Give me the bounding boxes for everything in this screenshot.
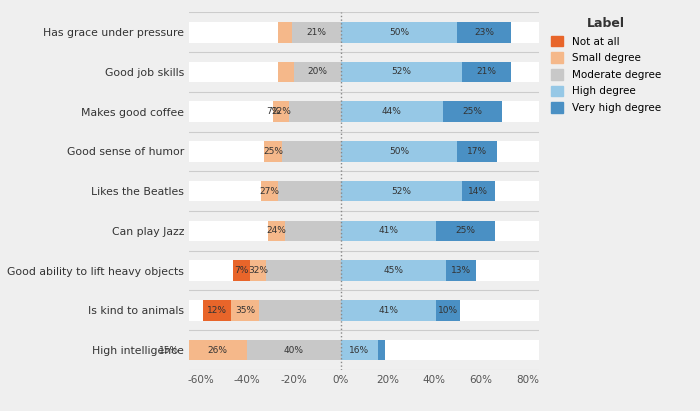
Text: 7%: 7% [234,266,248,275]
Bar [189,340,539,360]
Bar [341,260,446,281]
Bar [233,260,250,281]
Text: 25%: 25% [463,107,482,116]
Bar [457,141,497,162]
Text: 40%: 40% [284,346,304,355]
Bar [341,141,457,162]
Bar [341,300,436,321]
Bar [203,300,231,321]
Text: 12%: 12% [207,306,227,315]
Text: 41%: 41% [379,306,398,315]
Text: 32%: 32% [248,266,268,275]
Text: 17%: 17% [467,147,487,156]
Bar [341,221,436,241]
Text: 52%: 52% [391,187,412,196]
Text: 35%: 35% [235,306,255,315]
Bar [341,181,462,201]
Bar [462,62,511,82]
Text: 27%: 27% [260,187,279,196]
Bar [282,141,341,162]
Bar [278,181,341,201]
Text: 50%: 50% [389,147,409,156]
Text: 50%: 50% [389,28,409,37]
Bar [462,181,495,201]
Bar [266,260,341,281]
Text: 10%: 10% [438,306,458,315]
Bar [264,141,282,162]
Text: 20%: 20% [307,67,328,76]
Bar [278,22,292,42]
Bar [378,340,385,360]
Bar [446,260,476,281]
Text: 21%: 21% [477,67,496,76]
Bar [261,181,278,201]
Text: 52%: 52% [391,67,412,76]
Bar [341,62,462,82]
Text: 26%: 26% [207,346,227,355]
Bar [187,340,247,360]
Text: 22%: 22% [271,107,291,116]
Bar [292,22,341,42]
Text: 41%: 41% [379,226,398,236]
Bar [457,22,511,42]
Text: 24%: 24% [267,226,286,236]
Bar [189,102,539,122]
Text: 45%: 45% [383,266,403,275]
Bar [341,340,378,360]
Bar [285,221,341,241]
Bar [443,102,502,122]
Text: 44%: 44% [382,107,402,116]
Text: 25%: 25% [456,226,475,236]
Bar [273,102,289,122]
Text: 7%: 7% [266,107,280,116]
Bar [250,260,266,281]
Bar [189,181,539,201]
Bar [189,62,539,82]
Text: 25%: 25% [263,147,283,156]
Bar [189,260,539,281]
Text: 15%: 15% [159,346,179,355]
Bar [289,102,341,122]
Bar [436,221,495,241]
Bar [268,221,285,241]
Legend: Not at all, Small degree, Moderate degree, High degree, Very high degree: Not at all, Small degree, Moderate degre… [547,14,664,116]
Text: 13%: 13% [451,266,471,275]
Bar [247,340,341,360]
Text: 21%: 21% [306,28,326,37]
Bar [294,62,341,82]
Bar [341,102,443,122]
Bar [278,62,294,82]
Bar [436,300,460,321]
Bar [189,300,539,321]
Text: 16%: 16% [349,346,370,355]
Text: 14%: 14% [468,187,489,196]
Bar [341,22,457,42]
Bar [189,22,539,42]
Bar [259,300,341,321]
Bar [152,340,187,360]
Text: 23%: 23% [474,28,494,37]
Bar [189,141,539,162]
Bar [189,221,539,241]
Bar [231,300,259,321]
